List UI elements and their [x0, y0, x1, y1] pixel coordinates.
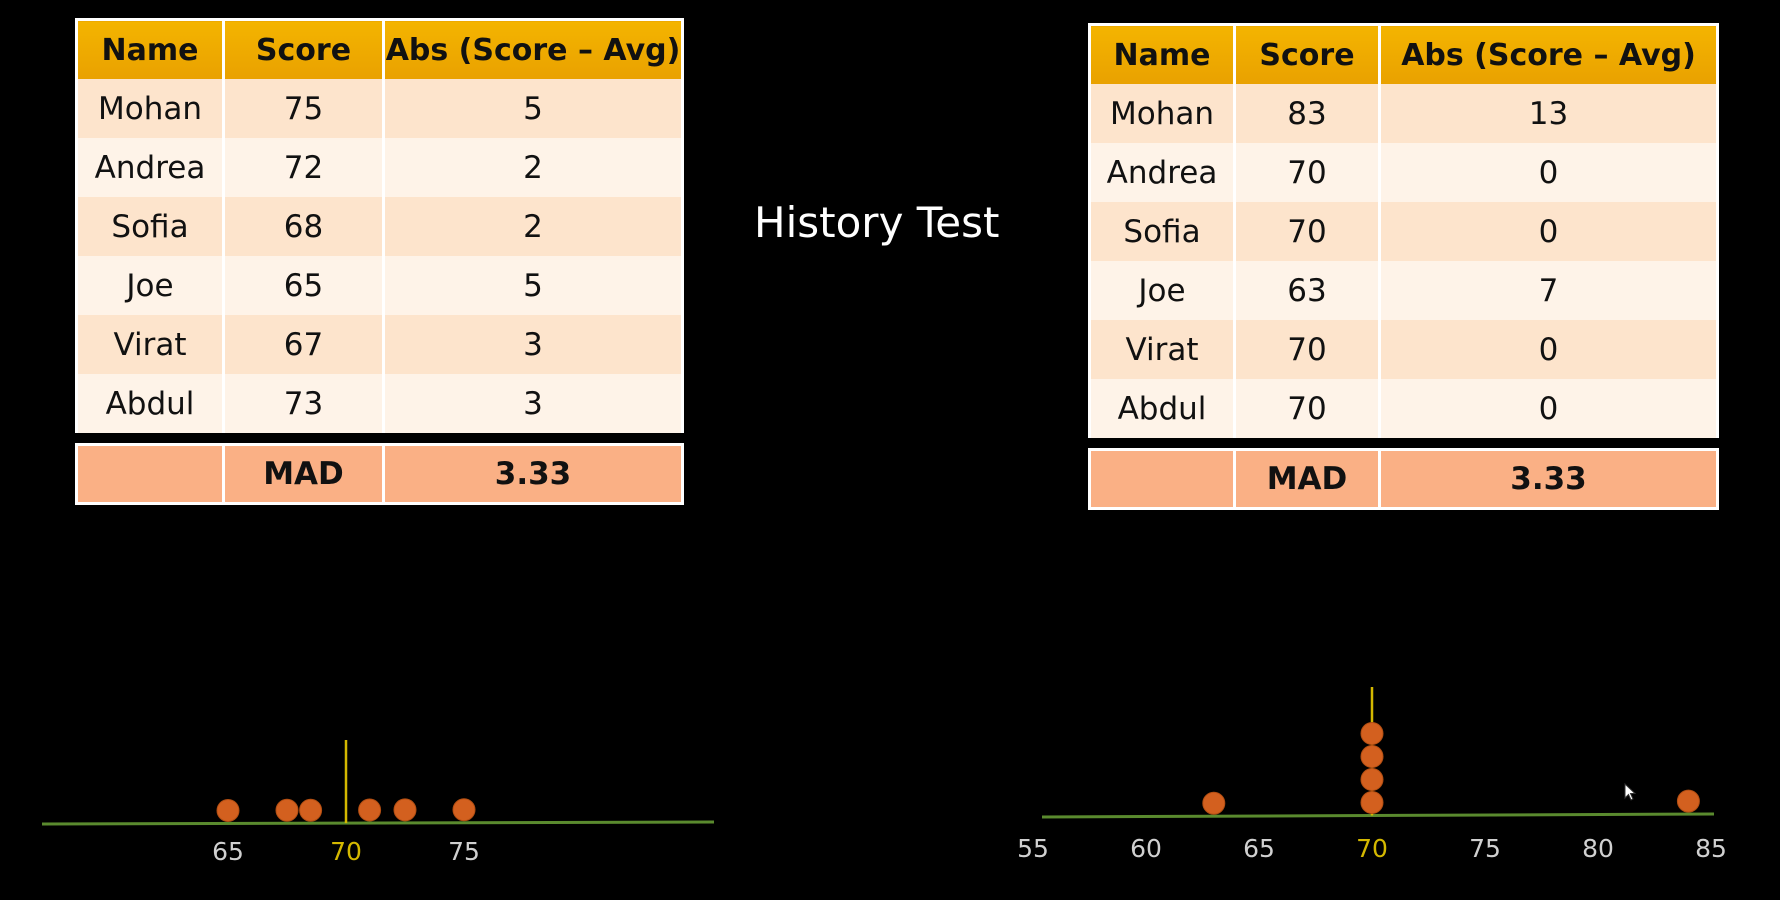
score-cell: 83	[1233, 84, 1381, 143]
score-cell: 70	[1233, 320, 1381, 379]
header-abs-deviation: Abs (Score – Avg)	[382, 18, 684, 79]
mad-value: 3.33	[382, 443, 684, 505]
tick-label: 85	[1695, 834, 1727, 863]
table-row: Andrea 72 2	[75, 138, 684, 197]
name-cell: Abdul	[75, 374, 225, 433]
table-row: Andrea 70 0	[1088, 143, 1719, 202]
table-header-row: Name Score Abs (Score – Avg)	[1088, 23, 1719, 84]
table-row: Joe 65 5	[75, 256, 684, 315]
mad-label: MAD	[1233, 448, 1381, 510]
name-cell: Sofia	[1088, 202, 1236, 261]
number-line-axis	[1041, 812, 1715, 819]
name-cell: Joe	[75, 256, 225, 315]
mad-value: 3.33	[1378, 448, 1719, 510]
table-row: Abdul 70 0	[1088, 379, 1719, 438]
score-cell: 70	[1233, 202, 1381, 261]
table-row: Abdul 73 3	[75, 374, 684, 433]
left-score-table: Name Score Abs (Score – Avg) Mohan 75 5 …	[75, 18, 684, 505]
mad-row: MAD 3.33	[1088, 448, 1719, 510]
tick-label: 70	[1356, 834, 1388, 863]
score-cell: 73	[222, 374, 385, 433]
abs-deviation-cell: 0	[1378, 202, 1719, 261]
score-cell: 70	[1233, 379, 1381, 438]
abs-deviation-cell: 7	[1378, 261, 1719, 320]
name-cell: Virat	[1088, 320, 1236, 379]
tick-label: 65	[212, 837, 244, 866]
abs-deviation-cell: 5	[382, 256, 684, 315]
name-cell: Andrea	[75, 138, 225, 197]
data-point	[275, 798, 299, 822]
data-point	[1360, 722, 1384, 746]
table-row: Joe 63 7	[1088, 261, 1719, 320]
data-point	[216, 798, 240, 822]
table-row: Virat 67 3	[75, 315, 684, 374]
right-score-table: Name Score Abs (Score – Avg) Mohan 83 13…	[1088, 23, 1719, 510]
abs-deviation-cell: 2	[382, 197, 684, 256]
table-row: Sofia 68 2	[75, 197, 684, 256]
abs-deviation-cell: 0	[1378, 143, 1719, 202]
mouse-cursor-icon	[1624, 783, 1637, 801]
name-cell: Mohan	[75, 79, 225, 138]
data-point	[1360, 791, 1384, 815]
abs-deviation-cell: 0	[1378, 320, 1719, 379]
table-gap	[76, 433, 683, 445]
header-score: Score	[222, 18, 385, 79]
data-point	[1676, 789, 1700, 813]
tick-label: 80	[1582, 834, 1614, 863]
score-cell: 63	[1233, 261, 1381, 320]
name-cell: Abdul	[1088, 379, 1236, 438]
table-row: Sofia 70 0	[1088, 202, 1719, 261]
data-point	[1360, 745, 1384, 769]
score-cell: 68	[222, 197, 385, 256]
name-cell: Andrea	[1088, 143, 1236, 202]
tick-label: 70	[330, 837, 362, 866]
header-abs-deviation: Abs (Score – Avg)	[1378, 23, 1719, 84]
tick-label: 60	[1130, 834, 1162, 863]
name-cell: Mohan	[1088, 84, 1236, 143]
header-name: Name	[75, 18, 225, 79]
mad-empty-cell	[75, 443, 225, 505]
data-point	[299, 798, 323, 822]
score-cell: 70	[1233, 143, 1381, 202]
abs-deviation-cell: 5	[382, 79, 684, 138]
table-header-row: Name Score Abs (Score – Avg)	[75, 18, 684, 79]
mad-row: MAD 3.33	[75, 443, 684, 505]
page-title: History Test	[754, 198, 1000, 247]
tick-label: 75	[448, 837, 480, 866]
table-gap	[1089, 438, 1718, 450]
data-point	[358, 798, 382, 822]
table-row: Mohan 83 13	[1088, 84, 1719, 143]
abs-deviation-cell: 13	[1378, 84, 1719, 143]
tick-label: 55	[1017, 834, 1049, 863]
abs-deviation-cell: 0	[1378, 379, 1719, 438]
score-cell: 72	[222, 138, 385, 197]
tick-label: 75	[1469, 834, 1501, 863]
table-row: Mohan 75 5	[75, 79, 684, 138]
name-cell: Joe	[1088, 261, 1236, 320]
score-cell: 67	[222, 315, 385, 374]
table-row: Virat 70 0	[1088, 320, 1719, 379]
header-name: Name	[1088, 23, 1236, 84]
abs-deviation-cell: 2	[382, 138, 684, 197]
mad-empty-cell	[1088, 448, 1236, 510]
number-line-axis	[41, 820, 715, 826]
score-cell: 65	[222, 256, 385, 315]
header-score: Score	[1233, 23, 1381, 84]
data-point	[393, 798, 417, 822]
name-cell: Virat	[75, 315, 225, 374]
score-cell: 75	[222, 79, 385, 138]
data-point	[1202, 791, 1226, 815]
data-point	[452, 798, 476, 822]
data-point	[1360, 768, 1384, 792]
name-cell: Sofia	[75, 197, 225, 256]
tick-label: 65	[1243, 834, 1275, 863]
mad-label: MAD	[222, 443, 385, 505]
abs-deviation-cell: 3	[382, 315, 684, 374]
abs-deviation-cell: 3	[382, 374, 684, 433]
